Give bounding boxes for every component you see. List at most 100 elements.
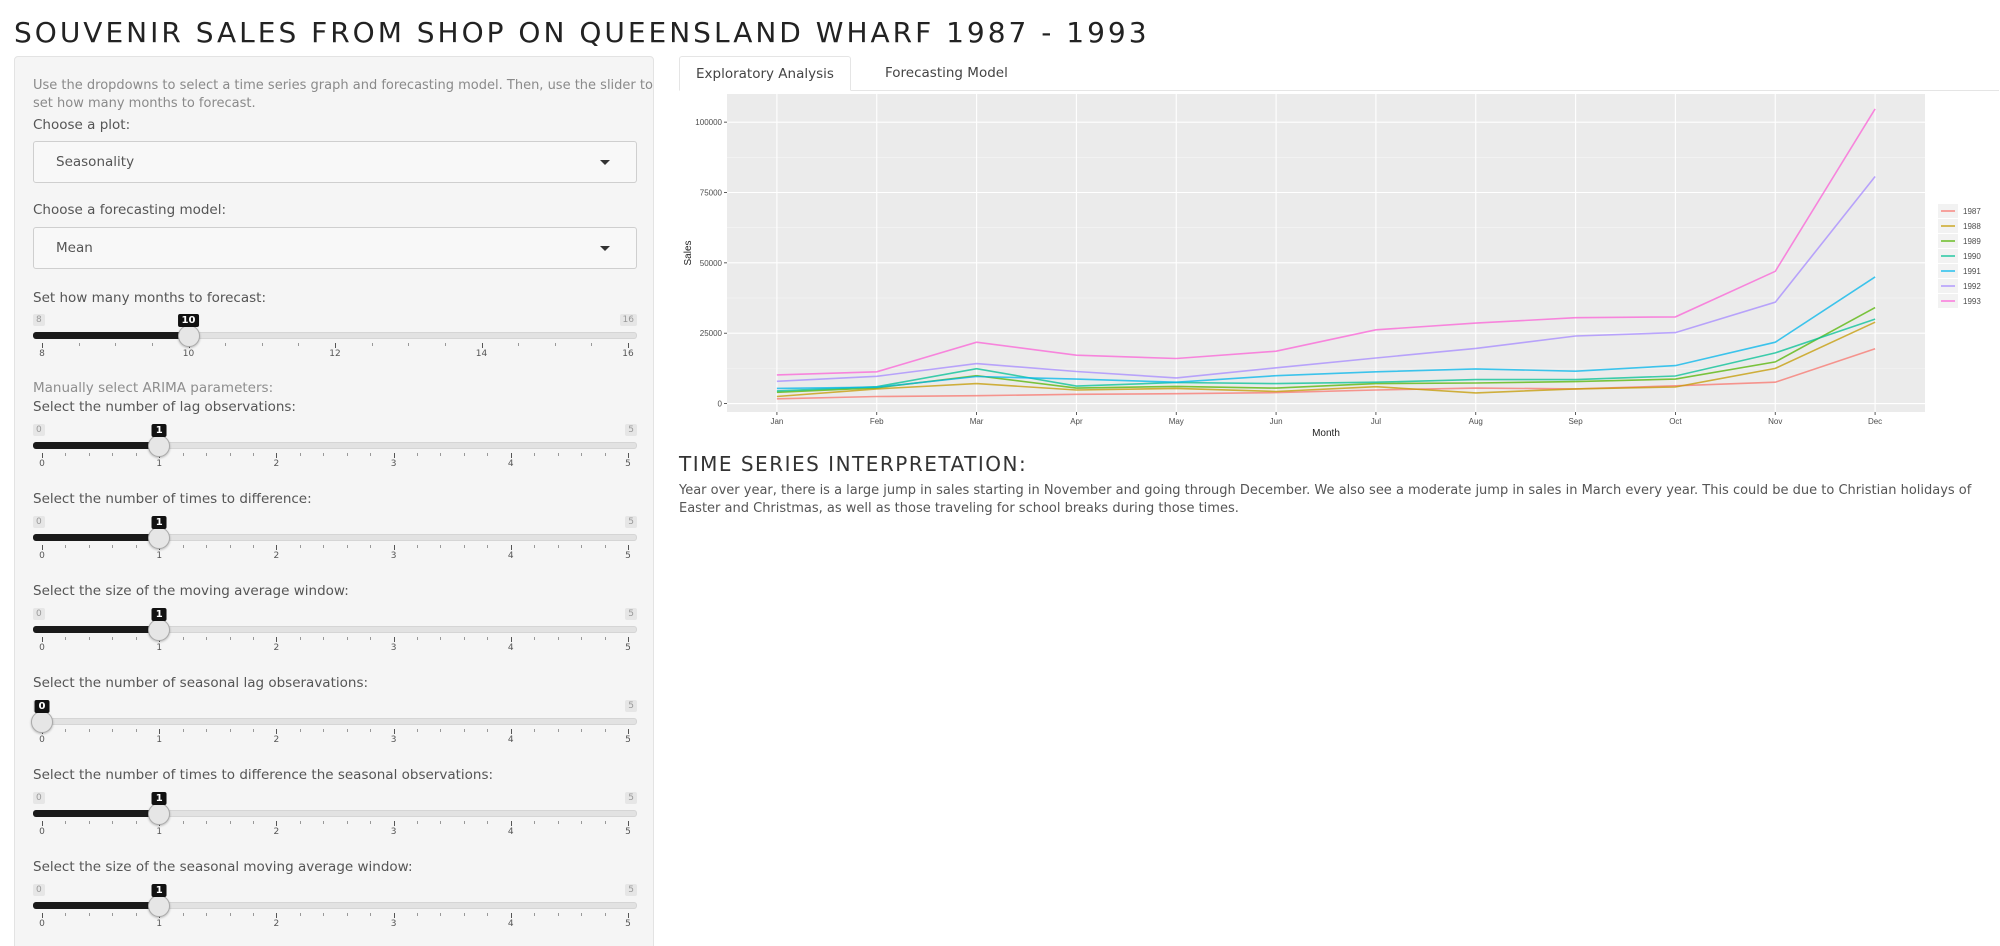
slider-tick: [159, 729, 161, 734]
y-tick-label: 100000: [695, 118, 722, 127]
slider-minor-tick: [554, 343, 556, 346]
slider-minor-tick: [444, 343, 446, 346]
slider-tick-label: 2: [273, 551, 280, 561]
slider-tick: [335, 343, 336, 348]
slider-tick: [276, 821, 278, 826]
slider-max-label: 5: [625, 424, 637, 436]
slider-handle[interactable]: [148, 527, 171, 549]
slider-minor-tick: [417, 545, 419, 548]
slider-minor-tick: [581, 729, 583, 732]
slider-max-label: 5: [625, 792, 637, 804]
slider-tick: [42, 453, 43, 458]
slider-tick-label: 1: [156, 827, 163, 837]
slider-minor-tick: [206, 913, 208, 916]
slider-tick: [276, 729, 278, 734]
moving-average-slider[interactable]: 0 5 0 1 2 3 4 5 1: [33, 608, 637, 654]
slider-tick-label: 3: [390, 827, 397, 837]
slider-minor-tick: [225, 343, 227, 346]
difference-slider[interactable]: 0 5 0 1 2 3 4 5 1: [33, 516, 637, 562]
slider-handle[interactable]: [31, 711, 53, 733]
slider-value-label: 1: [151, 516, 167, 529]
slider-minor-tick: [534, 821, 536, 824]
slider-minor-tick: [463, 821, 465, 824]
tab-exploratory-analysis[interactable]: Exploratory Analysis: [679, 56, 851, 91]
slider-minor-tick: [487, 637, 489, 640]
slider-minor-tick: [487, 545, 489, 548]
slider-tick: [42, 637, 43, 642]
slider-tick-label: 4: [507, 735, 514, 745]
slider-tick-label: 8: [39, 349, 45, 359]
seasonal-moving-average-slider[interactable]: 0 5 0 1 2 3 4 5 1: [33, 884, 637, 930]
slider-minor-tick: [346, 453, 348, 456]
slider-fill: [33, 810, 160, 817]
slider-tick-label: 0: [39, 551, 45, 561]
slider-tick-label: 4: [507, 919, 514, 929]
slider-max-label: 5: [625, 700, 637, 712]
slider-minor-tick: [370, 545, 372, 548]
slider-minor-tick: [534, 913, 536, 916]
slider-handle[interactable]: [148, 435, 171, 457]
slider-minor-tick: [229, 637, 231, 640]
seasonal-lag-slider[interactable]: 050123450: [31, 700, 637, 746]
slider-minor-tick: [346, 913, 348, 916]
slider-tick: [510, 453, 512, 458]
x-tick-label: Aug: [1469, 417, 1483, 426]
model-select[interactable]: Mean: [33, 227, 637, 269]
slider-minor-tick: [417, 821, 419, 824]
slider-minor-tick: [252, 729, 254, 732]
slider-tick-label: 3: [390, 551, 397, 561]
series-line-1990: [776, 318, 1876, 392]
seasonal-difference-slider-label: Select the number of times to difference…: [33, 767, 494, 783]
slider-tick: [276, 453, 278, 458]
slider-handle[interactable]: [148, 895, 171, 917]
slider-minor-tick: [463, 545, 465, 548]
lag-observations-slider[interactable]: 0 5 0 1 2 3 4 5 1: [33, 424, 637, 470]
slider-minor-tick: [88, 729, 90, 732]
slider-tick-label: 1: [156, 551, 163, 561]
slider-handle[interactable]: [177, 325, 200, 347]
slider-minor-tick: [115, 343, 117, 346]
sidebar-panel: Use the dropdowns to select a time serie…: [14, 56, 654, 946]
slider-minor-tick: [440, 637, 442, 640]
slider-tick: [276, 545, 278, 550]
slider-minor-tick: [112, 821, 114, 824]
slider-minor-tick: [135, 545, 137, 548]
slider-track[interactable]: [33, 718, 637, 725]
slider-minor-tick: [346, 821, 348, 824]
slider-tick: [42, 821, 43, 826]
slider-handle[interactable]: [148, 803, 171, 825]
slider-minor-tick: [299, 729, 301, 732]
seasonal-difference-slider[interactable]: 0 5 0 1 2 3 4 5 1: [33, 792, 637, 838]
slider-minor-tick: [463, 453, 465, 456]
slider-minor-tick: [408, 343, 410, 346]
slider-value-label: 0: [34, 700, 50, 713]
slider-tick: [510, 821, 512, 826]
slider-max-label: 16: [619, 314, 637, 326]
slider-max-label: 5: [625, 884, 637, 896]
slider-min-label: 0: [33, 884, 45, 896]
slider-tick: [510, 913, 512, 918]
slider-minor-tick: [299, 637, 301, 640]
slider-tick-label: 1: [156, 459, 163, 469]
slider-min-label: 0: [33, 608, 45, 620]
slider-minor-tick: [417, 913, 419, 916]
slider-minor-tick: [182, 545, 184, 548]
slider-tick-label: 0: [39, 919, 45, 929]
legend-label: 1991: [1963, 267, 1981, 276]
forecast-months-slider[interactable]: 8 16 8 10 12 14 16 10: [33, 314, 637, 360]
tab-forecasting-model[interactable]: Forecasting Model: [885, 65, 1008, 81]
plot-select[interactable]: Seasonality: [33, 141, 637, 183]
slider-minor-tick: [252, 545, 254, 548]
slider-minor-tick: [252, 637, 254, 640]
slider-tick: [42, 343, 43, 348]
slider-minor-tick: [229, 545, 231, 548]
slider-minor-tick: [346, 637, 348, 640]
slider-fill: [33, 442, 160, 449]
slider-handle[interactable]: [148, 619, 171, 641]
slider-minor-tick: [323, 453, 325, 456]
slider-minor-tick: [487, 913, 489, 916]
slider-tick-label: 5: [625, 827, 631, 837]
slider-minor-tick: [557, 453, 559, 456]
slider-minor-tick: [298, 343, 300, 346]
slider-tick: [276, 637, 278, 642]
